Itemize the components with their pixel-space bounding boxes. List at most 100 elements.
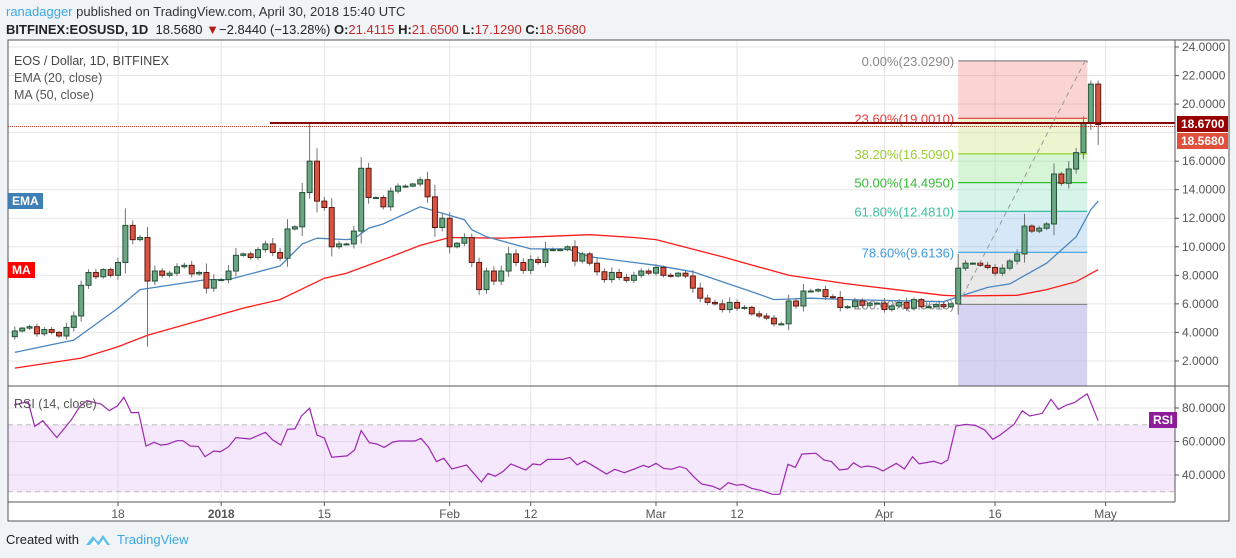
fib-zone [958,118,1088,154]
fib-level-label: 61.80%(12.4810) [854,204,954,219]
symbol-info: BITFINEX:EOSUSD, 1D 18.5680 ▼−2.8440 (−1… [6,22,586,37]
price-axis-label: 12.0000 [1182,211,1226,225]
candle-up [807,288,814,293]
candle-body [815,289,822,292]
symbol: BITFINEX:EOSUSD, 1D [6,22,149,37]
candle-body [527,259,534,271]
candle-up [115,257,121,280]
candle-down [711,299,718,306]
chart-frame [7,39,1230,522]
candle-body [947,303,954,308]
price-axis-label: 24.0000 [1182,40,1226,54]
candle-body [63,326,70,337]
candle-down [476,257,483,296]
time-axis-label: 15 [318,507,332,521]
candle-up [26,324,33,330]
created-with-text: Created with [6,532,79,547]
candle-body [778,323,785,326]
candle-up [306,122,313,199]
candle-body [549,249,556,252]
low-value: 17.1290 [474,22,522,37]
candle-body [800,290,807,307]
candle-body [1087,83,1094,124]
candle-body [1080,122,1087,154]
candle-body [262,243,269,251]
candle-up [336,240,343,249]
candle-body [571,246,578,262]
candle-down [793,297,800,309]
candle-up [122,208,129,274]
tradingview-link[interactable]: TradingView [116,532,189,547]
candle-down [903,297,910,312]
candle-down [380,195,387,210]
candle-up [85,269,92,289]
fib-level-label: 23.60%(19.0010) [854,111,954,126]
candle-down [107,267,114,278]
candle-up [800,284,807,312]
last-price: 18.5680 [155,22,203,37]
candle-body [41,329,48,335]
open-label: O: [333,22,349,37]
legend-rsi[interactable]: RSI (14, close) [14,397,97,411]
candle-up [947,302,954,309]
candle-body [358,167,365,232]
fib-level-label: 0.00%(23.0290) [862,54,955,69]
candle-body [33,326,40,335]
candle-up [181,262,188,269]
candle-body [962,262,969,269]
candle-up [675,271,682,278]
candle-body [969,262,976,265]
candle-body [756,313,763,317]
candle-body [675,272,682,277]
candle-body [196,271,203,275]
price-axis-label: 14.0000 [1182,183,1226,197]
candle-up [372,196,379,200]
candle-body [608,271,615,281]
candle-body [881,302,888,311]
tradingview-logo-icon[interactable] [85,533,111,547]
candle-body [638,270,645,276]
candle-down [616,268,623,281]
time-axis-label: 16 [988,507,1002,521]
publish-info: ranadagger published on TradingView.com,… [6,4,405,19]
candle-body [56,331,63,337]
candle-body [343,243,350,246]
candle-down [918,298,925,309]
legend-ma[interactable]: MA (50, close) [14,88,94,102]
candle-body [977,262,984,266]
fib-zone [958,252,1088,305]
candle-body [48,329,55,333]
candle-up [925,304,932,309]
candle-up [173,263,180,277]
candle-down [520,258,527,274]
candle-body [188,264,195,275]
candle-body [594,262,601,273]
candle-body [129,224,136,241]
legend-ema[interactable]: EMA (20, close) [14,71,103,85]
candle-body [623,276,630,281]
candle-up [1036,226,1043,234]
candle-up [888,304,895,312]
candle-body [852,300,858,308]
candle-up [358,157,365,244]
candle-body [1095,83,1102,126]
rsi-axis-label: 40.0000 [1182,468,1226,482]
candle-down [48,326,55,335]
candle-up [100,268,107,279]
candle-up [387,187,394,211]
author-link[interactable]: ranadagger [6,4,73,19]
time-axis-label: Mar [646,507,667,521]
candle-up [1043,222,1050,231]
candle-up [137,235,144,242]
candle-down [984,262,991,270]
candle-body [151,270,158,282]
candle-up [350,225,357,249]
candle-up [402,184,409,188]
candle-down [1028,224,1035,234]
candle-body [468,237,475,263]
candle-body [19,327,26,332]
candle-body [512,253,519,263]
candle-body [137,237,144,241]
candle-down [1058,171,1065,186]
